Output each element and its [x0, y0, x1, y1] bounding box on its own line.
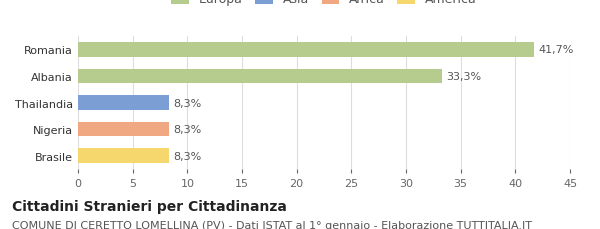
- Bar: [78, 43, 534, 57]
- Text: 33,3%: 33,3%: [446, 71, 482, 82]
- Bar: [78, 96, 169, 110]
- Text: 8,3%: 8,3%: [173, 151, 202, 161]
- Text: 8,3%: 8,3%: [173, 98, 202, 108]
- Text: Cittadini Stranieri per Cittadinanza: Cittadini Stranieri per Cittadinanza: [12, 199, 287, 213]
- Text: 41,7%: 41,7%: [538, 45, 574, 55]
- Text: 8,3%: 8,3%: [173, 125, 202, 135]
- Bar: [78, 122, 169, 137]
- Legend: Europa, Asia, Africa, America: Europa, Asia, Africa, America: [172, 0, 476, 6]
- Bar: [78, 69, 442, 84]
- Text: COMUNE DI CERETTO LOMELLINA (PV) - Dati ISTAT al 1° gennaio - Elaborazione TUTTI: COMUNE DI CERETTO LOMELLINA (PV) - Dati …: [12, 220, 532, 229]
- Bar: [78, 149, 169, 164]
